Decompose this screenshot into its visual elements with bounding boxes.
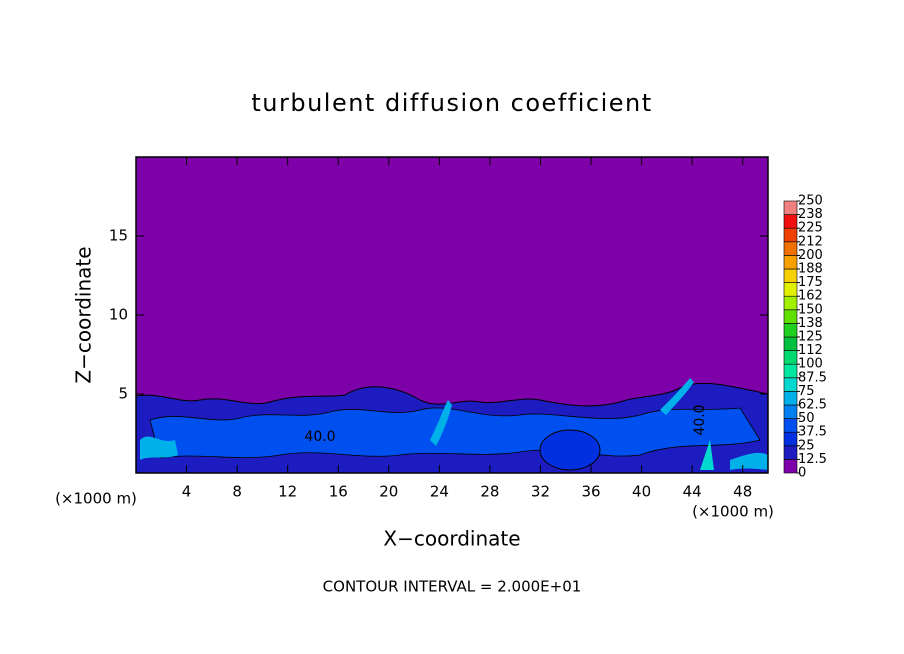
- colorbar-bin: [783, 200, 798, 215]
- x-unit-label: (×1000 m): [692, 503, 774, 521]
- colorbar-bin: [783, 282, 798, 297]
- field-region: [660, 378, 694, 415]
- colorbar-bin: [783, 336, 798, 351]
- colorbar-bin: [783, 404, 798, 419]
- colorbar-label: 200: [798, 248, 823, 263]
- colorbar-label: 100: [798, 357, 823, 372]
- colorbar-label: 62.5: [798, 398, 827, 413]
- x-axis-label: X−coordinate: [383, 527, 520, 551]
- x-tick-label: 4: [182, 483, 192, 501]
- colorbar-label: 138: [798, 316, 823, 331]
- colorbar-bin: [783, 418, 798, 433]
- colorbar-label: 150: [798, 302, 823, 317]
- colorbar-bin: [783, 350, 798, 365]
- colorbar-bin: [783, 268, 798, 283]
- colorbar-label: 225: [798, 221, 823, 236]
- chart-title: turbulent diffusion coefficient: [251, 89, 652, 117]
- y-tick-label: 15: [109, 227, 128, 245]
- field-region: [730, 452, 768, 470]
- colorbar-bin: [783, 459, 798, 474]
- contour-label: 40.0: [692, 404, 708, 435]
- colorbar-label: 112: [798, 343, 823, 358]
- colorbar-bin: [783, 363, 798, 379]
- colorbar-label: 188: [798, 262, 823, 277]
- x-tick-label: 20: [379, 483, 398, 501]
- x-tick-label: 16: [329, 483, 348, 501]
- colorbar-label: 50: [798, 411, 815, 426]
- field-region: [140, 436, 178, 460]
- x-tick-label: 12: [278, 483, 297, 501]
- colorbar-bin: [783, 214, 798, 229]
- footer-note: CONTOUR INTERVAL = 2.000E+01: [323, 578, 582, 596]
- colorbar-bin: [783, 445, 798, 460]
- x-unit-label: (×1000 m): [55, 490, 137, 508]
- x-tick-label: 8: [232, 483, 242, 501]
- colorbar-label: 75: [798, 384, 815, 399]
- colorbar-label: 12.5: [798, 452, 827, 467]
- field: [136, 378, 768, 473]
- colorbar-label: 87.5: [798, 370, 827, 385]
- x-tick-label: 36: [581, 483, 600, 501]
- colorbar-bin: [783, 431, 798, 447]
- field-region: [539, 429, 601, 471]
- colorbar-bin: [783, 309, 798, 324]
- colorbar-bin: [783, 377, 798, 392]
- colorbar-bin: [783, 241, 798, 256]
- colorbar-label: 37.5: [798, 425, 827, 440]
- y-tick-label: 5: [118, 385, 128, 403]
- colorbar-bin: [783, 227, 798, 243]
- colorbar-label: 125: [798, 330, 823, 345]
- colorbar-label: 162: [798, 289, 823, 304]
- colorbar-label: 238: [798, 207, 823, 222]
- colorbar-bin: [783, 295, 798, 311]
- contour-label: 40.0: [304, 429, 335, 445]
- x-tick-label: 28: [480, 483, 499, 501]
- x-tick-label: 32: [531, 483, 550, 501]
- x-tick-label: 44: [683, 483, 702, 501]
- colorbar-label: 0: [798, 466, 806, 481]
- y-axis-label: Z−coordinate: [72, 246, 96, 383]
- colorbar-label: 175: [798, 275, 823, 290]
- field-region: [430, 400, 452, 446]
- y-tick-label: 10: [109, 306, 128, 324]
- x-tick-label: 48: [733, 483, 752, 501]
- colorbar-label: 25: [798, 438, 815, 453]
- colorbar-label: 250: [798, 194, 823, 209]
- field-region: [700, 440, 714, 470]
- colorbar-bin: [783, 323, 798, 338]
- x-tick-label: 24: [430, 483, 449, 501]
- colorbar-label: 212: [798, 234, 823, 249]
- colorbar-bin: [783, 255, 798, 270]
- colorbar-bin: [783, 391, 798, 406]
- field-region: [149, 407, 761, 459]
- x-tick-label: 40: [632, 483, 651, 501]
